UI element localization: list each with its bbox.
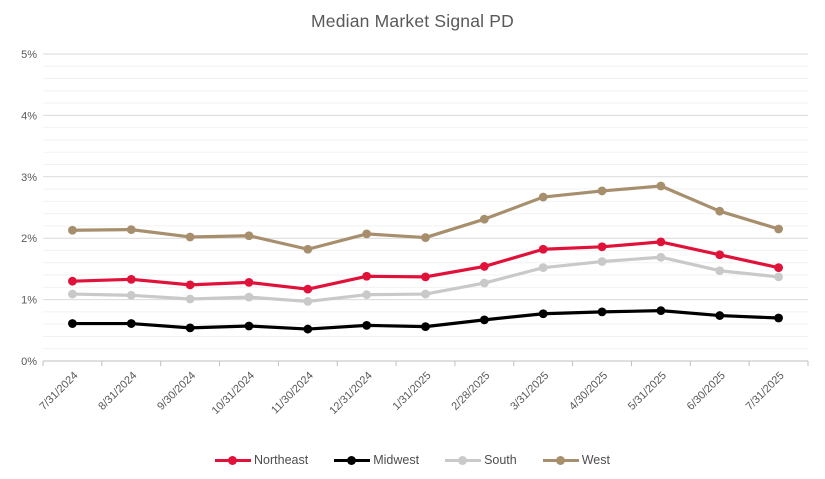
data-point-midwest (479, 315, 489, 325)
legend-label-south: South (484, 453, 517, 467)
data-point-midwest (715, 311, 725, 320)
y-axis-label: 3% (21, 172, 37, 184)
y-axis-label: 1% (21, 295, 37, 307)
data-point-south (244, 292, 254, 302)
legend-item-west: West (542, 453, 610, 467)
data-point-west (597, 186, 607, 196)
data-point-northeast (362, 271, 372, 281)
series-line-northeast (70, 240, 781, 291)
legend-label-west: West (581, 453, 610, 467)
data-point-midwest (538, 309, 548, 319)
data-point-west (244, 231, 254, 241)
data-point-south (715, 266, 725, 276)
x-axis-label: 9/30/2024 (155, 370, 198, 413)
data-point-south (597, 257, 607, 266)
legend-item-midwest: Midwest (334, 453, 419, 467)
data-point-west (421, 233, 430, 242)
x-axis-label: 7/31/2025 (744, 370, 787, 413)
data-point-midwest (362, 320, 372, 330)
data-point-midwest (656, 306, 666, 316)
data-point-midwest (303, 324, 313, 334)
y-axis-label: 2% (21, 233, 37, 245)
y-axis-label: 0% (21, 356, 37, 368)
data-point-west (774, 224, 783, 234)
x-axis-label: 10/31/2024 (210, 370, 257, 417)
data-point-south (479, 278, 489, 288)
legend-item-northeast: Northeast (215, 453, 308, 467)
data-point-northeast (421, 272, 430, 282)
data-point-south (303, 297, 313, 306)
data-point-northeast (126, 274, 136, 284)
data-point-northeast (597, 242, 607, 252)
legend-marker-midwest-icon (334, 455, 371, 465)
data-point-south (68, 289, 77, 299)
data-point-midwest (126, 319, 136, 328)
data-point-south (656, 252, 666, 262)
x-axis-label: 11/30/2024 (269, 370, 316, 417)
legend-marker-west-icon (542, 455, 579, 465)
x-axis-label: 2/28/2025 (449, 370, 492, 413)
data-point-west (715, 206, 725, 216)
data-point-northeast (244, 278, 254, 287)
data-point-northeast (479, 262, 489, 271)
data-point-south (421, 289, 430, 299)
data-point-south (774, 272, 783, 282)
data-point-west (362, 229, 372, 239)
legend-marker-south-icon (445, 455, 482, 465)
data-point-west (303, 244, 313, 254)
data-point-northeast (303, 284, 313, 294)
legend-label-midwest: Midwest (373, 453, 420, 467)
data-point-northeast (538, 244, 548, 254)
data-point-west (185, 232, 195, 242)
x-axis-label: 7/31/2024 (37, 370, 80, 413)
y-axis-label: 5% (21, 49, 37, 61)
data-point-south (538, 263, 548, 273)
data-point-midwest (421, 322, 430, 332)
y-axis-label: 4% (21, 110, 37, 122)
data-point-south (362, 290, 372, 300)
chart-title: Median Market Signal PD (310, 11, 515, 31)
data-point-northeast (715, 250, 725, 260)
legend-label-northeast: Northeast (254, 453, 309, 467)
x-axis-label: 1/31/2025 (391, 370, 434, 413)
data-point-midwest (185, 323, 195, 333)
data-point-west (656, 181, 666, 191)
x-axis-label: 6/30/2025 (685, 370, 728, 413)
x-axis-label: 12/31/2024 (327, 370, 374, 417)
x-axis-label: 5/31/2025 (626, 370, 669, 413)
x-axis-label: 3/31/2025 (508, 370, 551, 413)
data-point-northeast (185, 280, 195, 290)
x-axis-label: 4/30/2025 (567, 370, 610, 413)
data-point-midwest (244, 321, 254, 331)
data-point-south (126, 290, 136, 300)
x-axis-label: 8/31/2024 (96, 370, 139, 413)
data-point-west (68, 225, 77, 235)
data-point-northeast (774, 263, 783, 273)
data-point-northeast (68, 276, 77, 286)
legend-item-south: South (445, 453, 517, 467)
legend: Northeast Midwest South West (0, 453, 825, 467)
data-point-west (126, 225, 136, 235)
data-point-northeast (656, 237, 666, 247)
data-point-south (185, 294, 195, 304)
data-point-west (479, 214, 489, 224)
data-point-midwest (68, 319, 77, 328)
data-point-west (538, 192, 548, 202)
data-point-midwest (597, 307, 607, 317)
data-point-midwest (774, 313, 783, 323)
legend-marker-northeast-icon (215, 455, 252, 465)
